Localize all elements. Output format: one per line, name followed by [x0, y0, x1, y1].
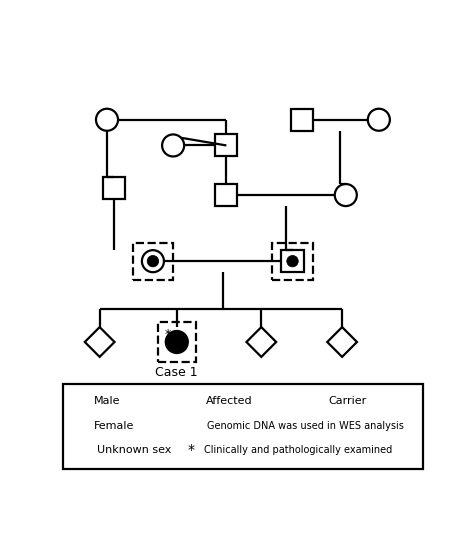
Circle shape: [288, 397, 297, 405]
Circle shape: [166, 331, 188, 353]
Text: Case 1: Case 1: [155, 366, 198, 379]
Text: Female: Female: [94, 421, 134, 432]
Circle shape: [183, 393, 200, 409]
Text: *: *: [188, 444, 195, 458]
Text: Carrier: Carrier: [328, 396, 367, 406]
Bar: [72, 393, 87, 409]
Bar: [291, 109, 313, 131]
Bar: [272, 243, 313, 280]
Bar: [183, 418, 200, 435]
Bar: [103, 177, 125, 199]
Bar: [215, 134, 237, 156]
Text: Unknown sex: Unknown sex: [97, 445, 171, 455]
Circle shape: [287, 255, 298, 267]
Bar: [63, 384, 423, 469]
Circle shape: [147, 255, 159, 267]
Text: Male: Male: [94, 396, 120, 406]
Bar: [157, 322, 196, 362]
Circle shape: [310, 397, 318, 405]
Bar: [133, 243, 173, 280]
Text: Genomic DNA was used in WES analysis: Genomic DNA was used in WES analysis: [207, 421, 404, 432]
Bar: [215, 184, 237, 206]
Bar: [306, 393, 322, 409]
Text: Clinically and pathologically examined: Clinically and pathologically examined: [204, 445, 392, 455]
Bar: [282, 250, 303, 272]
Text: Affected: Affected: [206, 396, 253, 406]
Text: *: *: [165, 328, 171, 341]
